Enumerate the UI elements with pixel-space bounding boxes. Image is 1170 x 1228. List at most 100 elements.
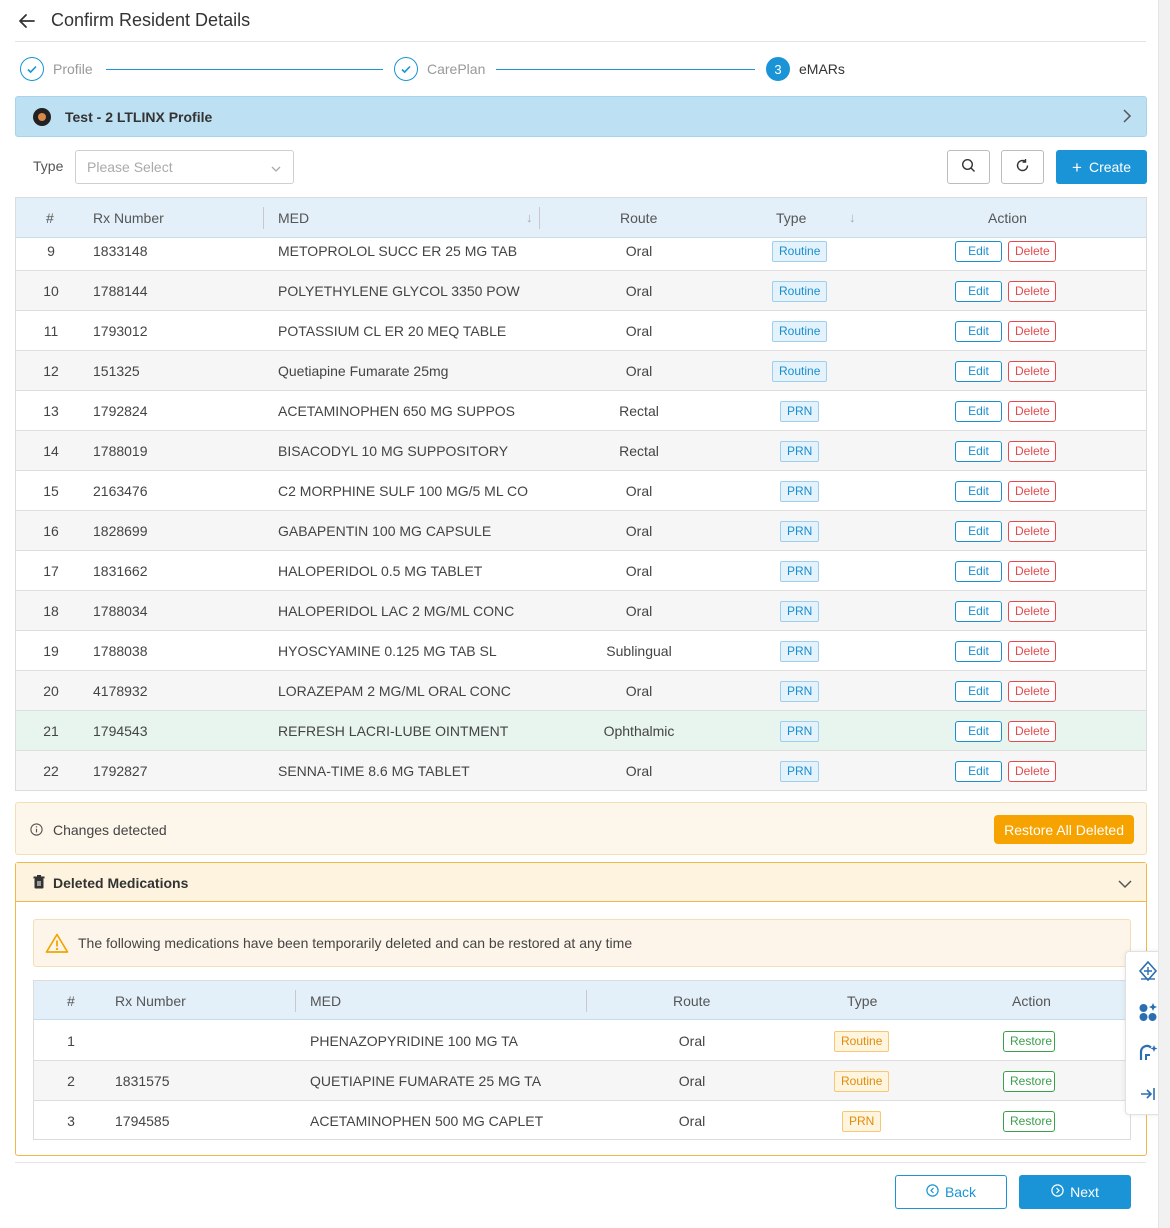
delete-button[interactable]: Delete bbox=[1008, 481, 1056, 502]
next-button[interactable]: Next bbox=[1019, 1175, 1131, 1209]
edit-button[interactable]: Edit bbox=[955, 441, 1002, 462]
type-select[interactable]: Please Select bbox=[75, 150, 294, 184]
refresh-button[interactable] bbox=[1001, 150, 1044, 184]
delete-button[interactable]: Delete bbox=[1008, 681, 1056, 702]
deleted-panel-header[interactable]: Deleted Medications bbox=[16, 863, 1146, 902]
row-route: Oral bbox=[678, 1113, 706, 1129]
edit-button[interactable]: Edit bbox=[955, 361, 1002, 382]
step-profile[interactable]: Profile bbox=[20, 56, 93, 82]
table-row: 20 4178932 LORAZEPAM 2 MG/ML ORAL CONC Oral… bbox=[16, 671, 1146, 711]
row-number: 3 bbox=[67, 1113, 75, 1129]
restore-button[interactable]: Restore bbox=[1003, 1111, 1055, 1132]
type-badge: PRN bbox=[780, 481, 820, 502]
plus-icon: + bbox=[1072, 157, 1082, 177]
table-row: 9 1833148 METOPROLOL SUCC ER 25 MG TAB Oral… bbox=[16, 231, 1146, 271]
deleted-medications-panel: Deleted Medications The following medica… bbox=[15, 862, 1147, 1156]
row-med: PHENAZOPYRIDINE 100 MG TA bbox=[310, 1033, 518, 1049]
edit-button[interactable]: Edit bbox=[955, 401, 1002, 422]
row-route: Oral bbox=[625, 243, 653, 259]
edit-button[interactable]: Edit bbox=[955, 321, 1002, 342]
col-header-med: MED bbox=[310, 993, 342, 1009]
delete-button[interactable]: Delete bbox=[1008, 641, 1056, 662]
delete-button[interactable]: Delete bbox=[1008, 761, 1056, 782]
table-row: 12 151325 Quetiapine Fumarate 25mg Oral Rout… bbox=[16, 351, 1146, 391]
delete-button[interactable]: Delete bbox=[1008, 521, 1056, 542]
arrow-left-icon[interactable] bbox=[15, 9, 39, 33]
row-rx-number: 1788038 bbox=[93, 643, 148, 659]
row-number: 12 bbox=[43, 363, 59, 379]
table-row: 22 1792827 SENNA-TIME 8.6 MG TABLET Oral PRN… bbox=[16, 751, 1146, 790]
delete-button[interactable]: Delete bbox=[1008, 361, 1056, 382]
delete-button[interactable]: Delete bbox=[1008, 601, 1056, 622]
edit-button[interactable]: Edit bbox=[955, 721, 1002, 742]
delete-button[interactable]: Delete bbox=[1008, 441, 1056, 462]
col-header-type[interactable]: Type bbox=[776, 210, 807, 226]
col-resizer[interactable] bbox=[586, 990, 587, 1012]
delete-button[interactable]: Delete bbox=[1008, 561, 1056, 582]
col-resizer[interactable] bbox=[263, 207, 264, 229]
back-button[interactable]: Back bbox=[895, 1175, 1007, 1209]
delete-button[interactable]: Delete bbox=[1008, 241, 1056, 262]
edit-button[interactable]: Edit bbox=[955, 641, 1002, 662]
delete-button[interactable]: Delete bbox=[1008, 321, 1056, 342]
col-header-med[interactable]: MED bbox=[278, 210, 310, 226]
edit-button[interactable]: Edit bbox=[955, 601, 1002, 622]
col-resizer[interactable] bbox=[539, 207, 540, 229]
row-number: 11 bbox=[43, 323, 59, 339]
col-header-route: Route bbox=[620, 210, 658, 226]
step-careplan[interactable]: CarePlan bbox=[394, 56, 485, 82]
type-badge: PRN bbox=[780, 561, 820, 582]
edit-button[interactable]: Edit bbox=[955, 561, 1002, 582]
assistant-sparkle-icon bbox=[1137, 1001, 1159, 1026]
delete-button[interactable]: Delete bbox=[1008, 721, 1056, 742]
row-med: Quetiapine Fumarate 25mg bbox=[278, 363, 449, 379]
profile-panel-header[interactable]: Test - 2 LTLINX Profile bbox=[15, 96, 1147, 137]
insights-button[interactable] bbox=[1126, 1034, 1170, 1075]
page-scrollbar[interactable] bbox=[1158, 0, 1170, 1228]
edit-button[interactable]: Edit bbox=[955, 481, 1002, 502]
edit-button[interactable]: Edit bbox=[955, 241, 1002, 262]
edit-button[interactable]: Edit bbox=[955, 681, 1002, 702]
chevron-right-icon bbox=[1122, 109, 1132, 126]
row-med: C2 MORPHINE SULF 100 MG/5 ML CO bbox=[278, 483, 528, 499]
edit-button[interactable]: Edit bbox=[955, 281, 1002, 302]
row-rx-number: 4178932 bbox=[93, 683, 148, 699]
table-header: # Rx Number MED ↓ Route Type ↓ Action bbox=[16, 198, 1146, 238]
row-rx-number: 2163476 bbox=[93, 483, 148, 499]
restore-button[interactable]: Restore bbox=[1003, 1071, 1055, 1092]
collapse-panel-button[interactable] bbox=[1126, 1075, 1170, 1116]
restore-button[interactable]: Restore bbox=[1003, 1031, 1055, 1052]
row-rx-number: 1794543 bbox=[93, 723, 148, 739]
type-badge: Routine bbox=[772, 281, 828, 302]
warning-icon bbox=[45, 933, 69, 956]
edit-button[interactable]: Edit bbox=[955, 521, 1002, 542]
row-route: Rectal bbox=[619, 403, 659, 419]
sort-down-icon[interactable]: ↓ bbox=[849, 210, 856, 225]
row-route: Sublingual bbox=[606, 643, 672, 659]
row-number: 19 bbox=[43, 643, 59, 659]
create-button[interactable]: + Create bbox=[1056, 150, 1147, 184]
row-med: POLYETHYLENE GLYCOL 3350 POW bbox=[278, 283, 520, 299]
type-badge: Routine bbox=[772, 361, 828, 382]
step-emars[interactable]: 3 eMARs bbox=[766, 56, 845, 82]
type-badge: PRN bbox=[780, 681, 820, 702]
delete-button[interactable]: Delete bbox=[1008, 401, 1056, 422]
restore-all-button[interactable]: Restore All Deleted bbox=[994, 815, 1134, 844]
search-button[interactable] bbox=[947, 150, 990, 184]
row-med: BISACODYL 10 MG SUPPOSITORY bbox=[278, 443, 509, 459]
edit-button[interactable]: Edit bbox=[955, 761, 1002, 782]
deleted-panel-title: Deleted Medications bbox=[53, 875, 189, 891]
type-badge: PRN bbox=[780, 641, 820, 662]
back-circle-icon bbox=[926, 1184, 945, 1200]
ai-diamond-button[interactable] bbox=[1126, 952, 1170, 993]
row-med: ACETAMINOPHEN 650 MG SUPPOS bbox=[278, 403, 516, 419]
sort-down-icon[interactable]: ↓ bbox=[526, 210, 533, 225]
assistant-button[interactable] bbox=[1126, 993, 1170, 1034]
delete-button[interactable]: Delete bbox=[1008, 281, 1056, 302]
row-number: 2 bbox=[67, 1073, 75, 1089]
col-header-rx: Rx Number bbox=[115, 993, 186, 1009]
create-button-label: Create bbox=[1088, 159, 1131, 175]
col-resizer[interactable] bbox=[295, 990, 296, 1012]
table-row: 2 1831575 QUETIAPINE FUMARATE 25 MG TA Oral… bbox=[34, 1061, 1130, 1101]
row-number: 9 bbox=[47, 243, 55, 259]
